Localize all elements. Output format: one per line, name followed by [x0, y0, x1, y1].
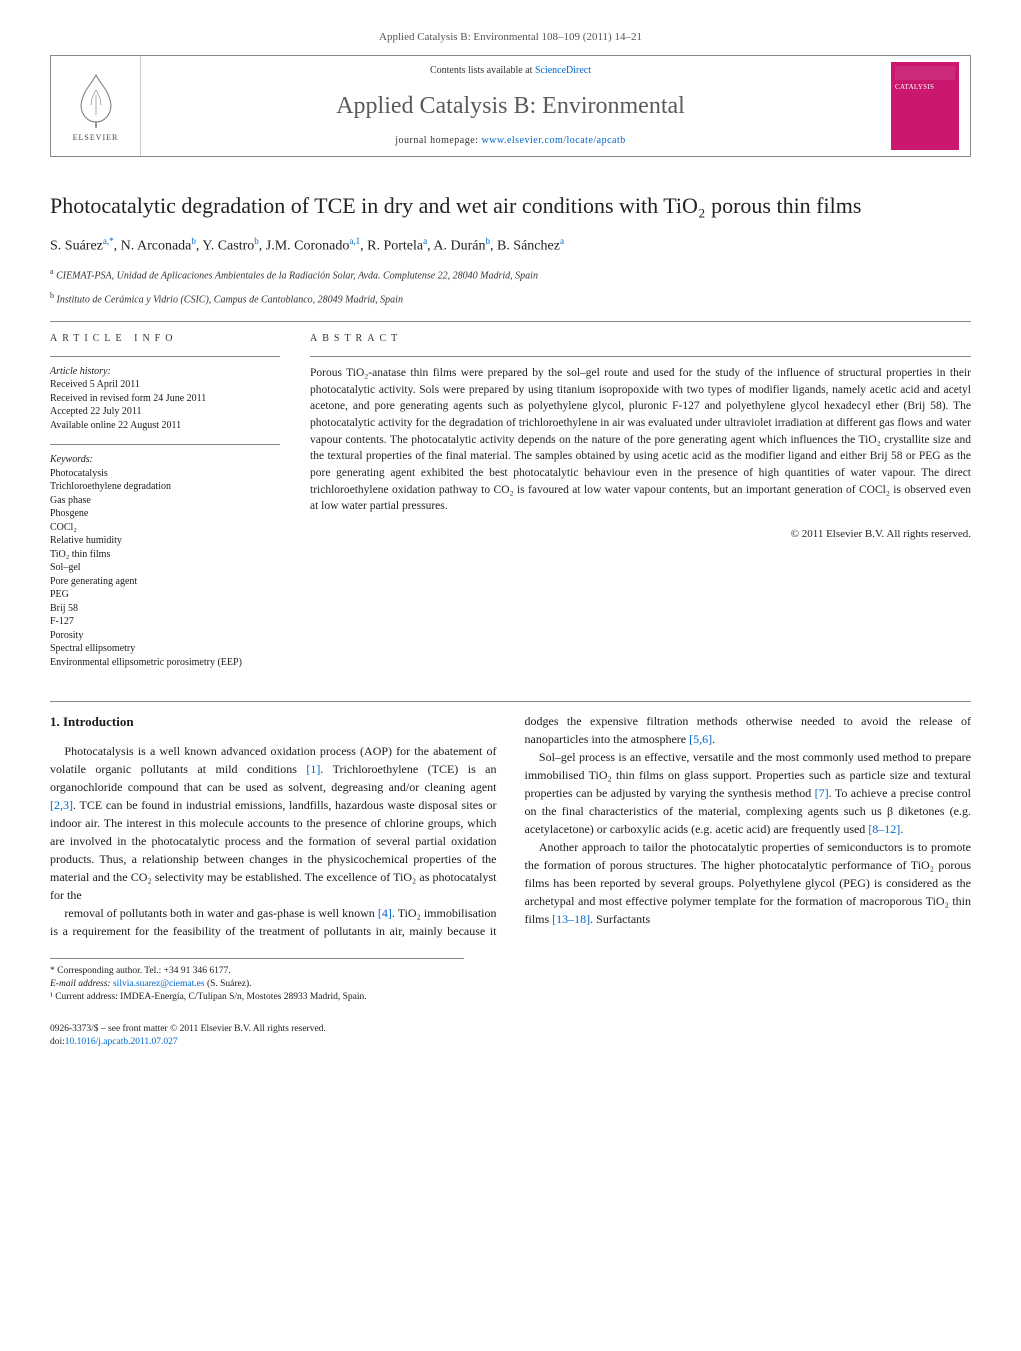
journal-header: ELSEVIER Contents lists available at Sci…: [50, 55, 971, 157]
authors-line: S. Suáreza,*, N. Arconadab, Y. Castrob, …: [50, 235, 971, 256]
keyword-item: Photocatalysis: [50, 467, 280, 481]
header-center: Contents lists available at ScienceDirec…: [141, 56, 880, 156]
cover-thumbnail: CATALYSIS: [891, 62, 959, 150]
publisher-logo-cell: ELSEVIER: [51, 56, 141, 156]
cover-label: CATALYSIS: [895, 83, 955, 93]
elsevier-tree-icon: [71, 70, 121, 130]
doi-line: doi:10.1016/j.apcatb.2011.07.027: [50, 1036, 971, 1049]
keyword-item: Phosgene: [50, 507, 280, 521]
homepage-link[interactable]: www.elsevier.com/locate/apcatb: [481, 135, 625, 146]
abstract-copyright: © 2011 Elsevier B.V. All rights reserved…: [310, 527, 971, 542]
keyword-item: Porosity: [50, 629, 280, 643]
article-history: Article history: Received 5 April 2011 R…: [50, 365, 280, 433]
journal-reference: Applied Catalysis B: Environmental 108–1…: [50, 30, 971, 45]
info-divider: [50, 356, 280, 357]
sciencedirect-link[interactable]: ScienceDirect: [535, 65, 591, 76]
corresponding-author: * Corresponding author. Tel.: +34 91 346…: [50, 965, 464, 978]
keyword-item: Relative humidity: [50, 534, 280, 548]
received-date: Received 5 April 2011: [50, 378, 280, 392]
cover-top-bar: [895, 66, 955, 80]
affiliation-a-text: CIEMAT-PSA, Unidad de Aplicaciones Ambie…: [56, 271, 538, 282]
elsevier-logo: ELSEVIER: [61, 66, 131, 146]
keyword-item: F-127: [50, 615, 280, 629]
intro-p4: Another approach to tailor the photocata…: [525, 838, 972, 928]
email-link[interactable]: silvia.suarez@ciemat.es: [113, 979, 205, 989]
doi-prefix: doi:: [50, 1037, 65, 1047]
body-text: 1. Introduction Photocatalysis is a well…: [50, 712, 971, 940]
keyword-item: Sol–gel: [50, 561, 280, 575]
keyword-item: PEG: [50, 588, 280, 602]
front-matter: 0926-3373/$ – see front matter © 2011 El…: [50, 1023, 971, 1036]
affiliation-b: b Instituto de Cerámica y Vidrio (CSIC),…: [50, 290, 971, 307]
footnotes: * Corresponding author. Tel.: +34 91 346…: [50, 958, 464, 1005]
info-divider-2: [50, 444, 280, 445]
keywords-list: PhotocatalysisTrichloroethylene degradat…: [50, 467, 280, 670]
intro-p1: Photocatalysis is a well known advanced …: [50, 742, 497, 904]
homepage-line: journal homepage: www.elsevier.com/locat…: [151, 134, 870, 148]
keyword-item: Spectral ellipsometry: [50, 642, 280, 656]
contents-line: Contents lists available at ScienceDirec…: [151, 64, 870, 78]
keyword-item: Trichloroethylene degradation: [50, 480, 280, 494]
cover-cell: CATALYSIS: [880, 56, 970, 156]
email-suffix: (S. Suárez).: [205, 979, 252, 989]
keyword-item: TiO₂ thin films: [50, 548, 280, 562]
keyword-item: Gas phase: [50, 494, 280, 508]
article-info-column: ARTICLE INFO Article history: Received 5…: [50, 332, 280, 682]
online-date: Available online 22 August 2011: [50, 419, 280, 433]
divider-top: [50, 321, 971, 322]
keyword-item: Environmental ellipsometric porosimetry …: [50, 656, 280, 670]
intro-p3: Sol–gel process is an effective, versati…: [525, 748, 972, 838]
journal-name: Applied Catalysis B: Environmental: [151, 90, 870, 124]
homepage-prefix: journal homepage:: [395, 135, 481, 146]
keyword-item: COCl₂: [50, 521, 280, 535]
journal-ref-text: Applied Catalysis B: Environmental 108–1…: [379, 31, 642, 43]
info-abstract-row: ARTICLE INFO Article history: Received 5…: [50, 332, 971, 682]
affiliation-a: a CIEMAT-PSA, Unidad de Aplicaciones Amb…: [50, 266, 971, 283]
doi-link[interactable]: 10.1016/j.apcatb.2011.07.027: [65, 1037, 178, 1047]
publisher-label: ELSEVIER: [73, 132, 119, 143]
abstract-label: ABSTRACT: [310, 332, 971, 346]
article-info-label: ARTICLE INFO: [50, 332, 280, 346]
bottom-meta: 0926-3373/$ – see front matter © 2011 El…: [50, 1023, 971, 1050]
divider-mid: [50, 701, 971, 702]
revised-date: Received in revised form 24 June 2011: [50, 392, 280, 406]
intro-heading: 1. Introduction: [50, 712, 497, 732]
footnote-1: ¹ Current address: IMDEA-Energía, C/Tuli…: [50, 991, 464, 1004]
affiliation-b-text: Instituto de Cerámica y Vidrio (CSIC), C…: [57, 294, 403, 305]
keyword-item: Pore generating agent: [50, 575, 280, 589]
abstract-divider: [310, 356, 971, 357]
email-label: E-mail address:: [50, 979, 113, 989]
contents-prefix: Contents lists available at: [430, 65, 535, 76]
keyword-item: Brij 58: [50, 602, 280, 616]
email-line: E-mail address: silvia.suarez@ciemat.es …: [50, 978, 464, 991]
keywords-label: Keywords:: [50, 453, 280, 467]
accepted-date: Accepted 22 July 2011: [50, 405, 280, 419]
article-title: Photocatalytic degradation of TCE in dry…: [50, 192, 971, 221]
keywords-block: Keywords: PhotocatalysisTrichloroethylen…: [50, 453, 280, 669]
abstract-column: ABSTRACT Porous TiO₂-anatase thin films …: [310, 332, 971, 682]
abstract-text: Porous TiO₂-anatase thin films were prep…: [310, 365, 971, 515]
history-label: Article history:: [50, 365, 280, 379]
